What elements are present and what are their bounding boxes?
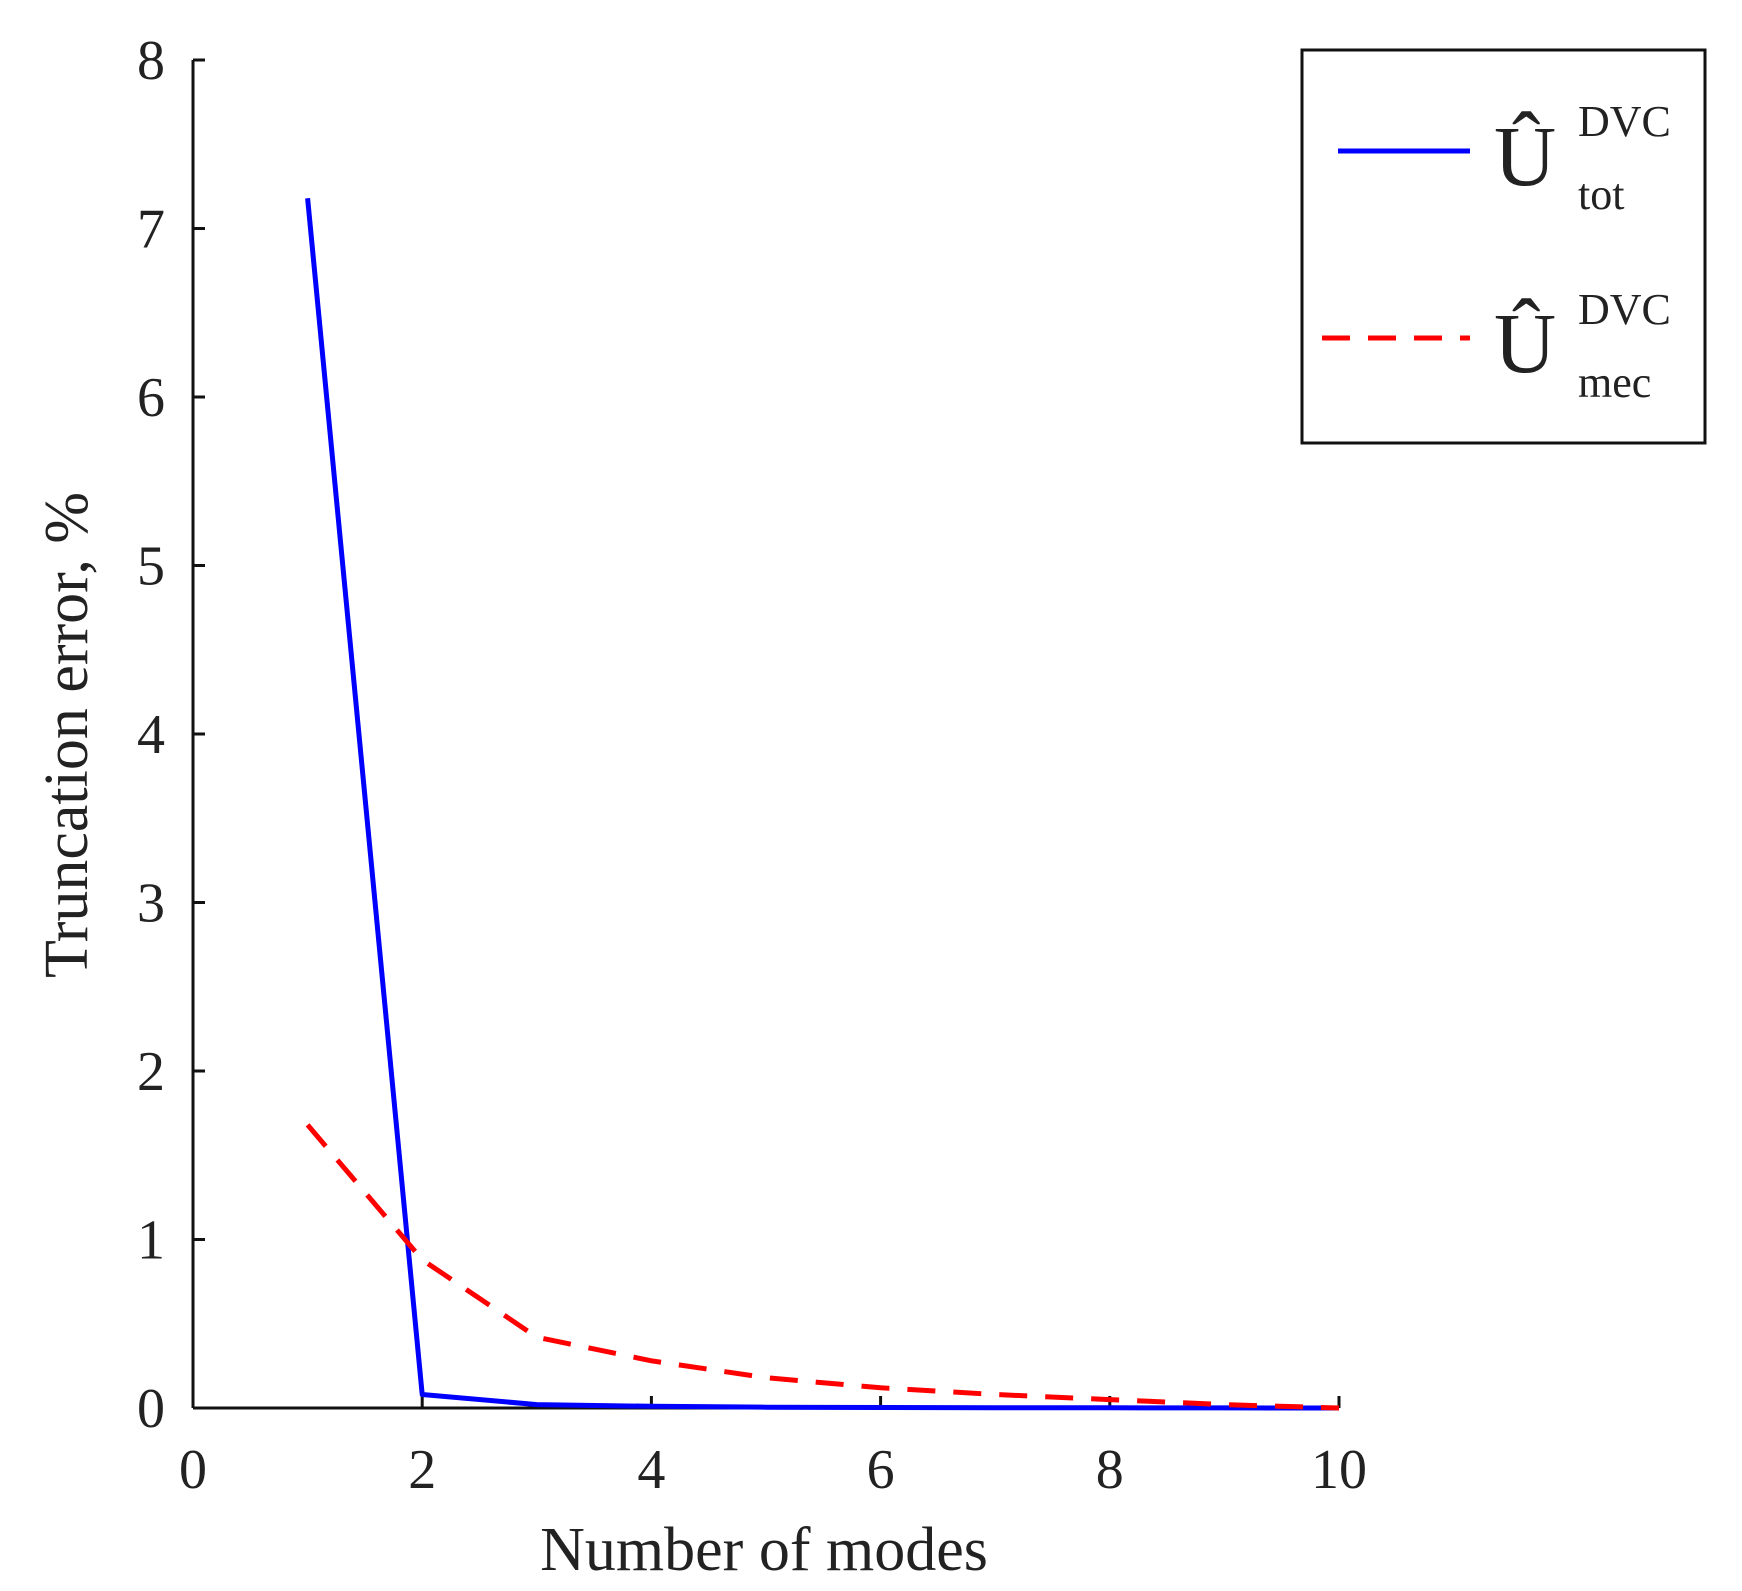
y-axis-label: Truncation error, % bbox=[33, 492, 101, 978]
legend-sup-series-1: DVC bbox=[1578, 285, 1671, 334]
y-tick-label: 7 bbox=[137, 199, 165, 261]
y-tick-label: 3 bbox=[137, 873, 165, 935]
y-tick-label: 5 bbox=[137, 536, 165, 598]
y-ticks: 0 1 2 3 4 5 6 7 8 bbox=[137, 30, 205, 1440]
y-tick-label: 4 bbox=[137, 704, 165, 766]
y-tick-label: 2 bbox=[137, 1041, 165, 1103]
series-layer bbox=[305, 197, 1340, 1411]
legend-box bbox=[1300, 48, 1707, 445]
y-tick-label: 0 bbox=[137, 1378, 165, 1440]
series-line-0 bbox=[305, 197, 1340, 1411]
x-tick-label: 6 bbox=[867, 1439, 895, 1501]
legend-base-series-0: Û bbox=[1494, 108, 1556, 204]
y-tick-label: 1 bbox=[137, 1210, 165, 1272]
x-tick-label: 8 bbox=[1096, 1439, 1124, 1501]
series-line-1 bbox=[305, 1123, 1340, 1411]
x-tick-label: 2 bbox=[408, 1439, 436, 1501]
x-tick-label: 10 bbox=[1311, 1439, 1367, 1501]
x-tick-label: 4 bbox=[637, 1439, 665, 1501]
legend-sup-series-0: DVC bbox=[1578, 97, 1671, 146]
x-tick-label: 0 bbox=[179, 1439, 207, 1501]
legend: Û DVC tot Û DVC mec bbox=[1300, 48, 1707, 445]
x-ticks: 0 2 4 6 8 10 bbox=[179, 1396, 1367, 1501]
legend-base-series-1: Û bbox=[1494, 295, 1556, 391]
x-axis-label: Number of modes bbox=[540, 1516, 988, 1584]
legend-sub-series-1: mec bbox=[1578, 358, 1651, 407]
legend-sub-series-0: tot bbox=[1578, 170, 1624, 219]
y-tick-label: 8 bbox=[137, 30, 165, 92]
y-tick-label: 6 bbox=[137, 367, 165, 429]
